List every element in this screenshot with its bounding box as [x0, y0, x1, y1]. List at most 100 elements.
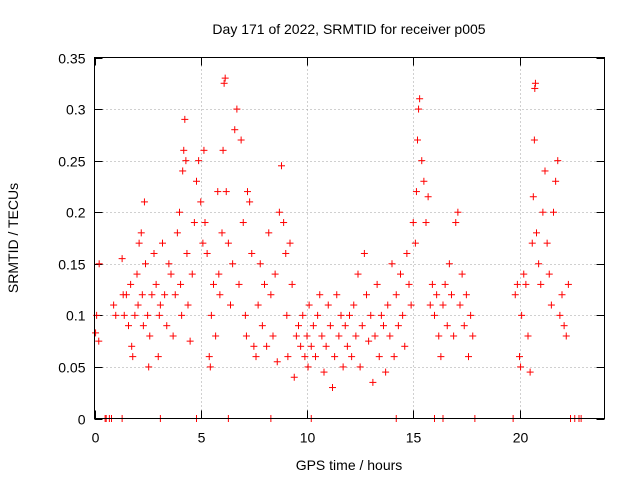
data-point — [250, 342, 258, 350]
data-point — [182, 157, 190, 165]
data-point — [263, 342, 271, 350]
data-point — [179, 167, 187, 175]
data-point — [469, 332, 477, 340]
x-tick-label: 10 — [300, 430, 316, 446]
data-point — [422, 219, 430, 227]
data-point — [95, 260, 103, 268]
data-point — [329, 384, 336, 392]
data-point — [297, 342, 305, 350]
data-point — [144, 311, 152, 319]
data-point — [454, 208, 462, 216]
data-point — [418, 157, 426, 165]
data-point — [458, 270, 466, 278]
data-point — [180, 146, 188, 154]
data-point — [122, 291, 130, 299]
data-point — [452, 219, 460, 227]
data-point — [258, 322, 266, 330]
data-point — [316, 291, 324, 299]
plot-frame — [94, 57, 605, 419]
data-point — [181, 115, 189, 123]
data-point — [433, 291, 441, 299]
data-point — [177, 280, 185, 288]
data-point — [216, 291, 224, 299]
data-point — [165, 260, 173, 268]
data-point — [529, 193, 537, 201]
y-tick-label: 0.2 — [66, 205, 86, 221]
data-point — [414, 136, 421, 144]
data-point — [129, 353, 137, 361]
data-point — [441, 280, 449, 288]
data-point — [169, 332, 177, 340]
data-point — [522, 280, 530, 288]
data-point — [350, 301, 358, 309]
data-point — [401, 342, 409, 350]
data-point — [200, 146, 208, 154]
data-point — [156, 301, 164, 309]
data-point — [346, 311, 353, 319]
data-point — [212, 332, 220, 340]
data-point — [171, 291, 179, 299]
data-point — [309, 322, 317, 330]
data-point — [520, 270, 528, 278]
data-point — [371, 332, 379, 340]
data-point — [547, 301, 555, 309]
x-axis-label: GPS time / hours — [296, 457, 403, 473]
data-point — [354, 270, 362, 278]
data-point — [397, 270, 404, 278]
data-point — [558, 291, 566, 299]
data-point — [139, 322, 147, 330]
data-point — [235, 280, 243, 288]
data-point — [203, 249, 211, 257]
data-point — [431, 311, 438, 319]
data-point — [363, 291, 370, 299]
data-point — [284, 353, 292, 361]
data-point — [110, 301, 118, 309]
data-point — [324, 301, 332, 309]
data-point — [290, 373, 298, 381]
data-point — [343, 342, 351, 350]
x-tick-label: 5 — [198, 430, 206, 446]
x-tick-label: 15 — [406, 430, 422, 446]
data-point — [348, 353, 356, 361]
data-point — [237, 136, 245, 144]
data-point — [516, 353, 523, 361]
data-point — [331, 353, 339, 361]
data-point — [439, 301, 447, 309]
data-point — [537, 280, 545, 288]
data-point — [265, 229, 273, 237]
data-point — [341, 322, 349, 330]
data-point — [375, 353, 383, 361]
data-point — [543, 239, 551, 247]
y-tick-label: 0.3 — [66, 102, 86, 118]
x-tick-label: 0 — [92, 430, 100, 446]
data-point — [556, 311, 564, 319]
data-point — [210, 280, 217, 288]
data-point — [304, 363, 312, 371]
data-point — [221, 74, 229, 82]
data-point — [135, 239, 143, 247]
y-tick-label: 0.35 — [58, 51, 85, 67]
data-point — [312, 353, 319, 361]
data-point — [420, 177, 428, 185]
data-point — [195, 157, 203, 165]
data-point — [134, 301, 142, 309]
data-point — [356, 363, 364, 371]
data-point — [384, 301, 392, 309]
axis-ticks: 0 0.05 0.1 0.15 0.2 0.25 0.3 0.35 0 5 10 15 20 — [58, 51, 605, 446]
data-point — [254, 301, 262, 309]
data-point — [188, 270, 196, 278]
data-point — [178, 311, 186, 319]
data-point — [535, 260, 543, 268]
data-point — [460, 322, 468, 330]
data-point — [118, 255, 126, 263]
data-point — [215, 270, 223, 278]
data-point — [125, 322, 132, 330]
data-point — [282, 249, 290, 257]
data-point — [92, 329, 100, 337]
data-point — [518, 311, 526, 319]
data-point — [242, 332, 250, 340]
data-point — [241, 311, 249, 319]
y-tick-label: 0 — [78, 412, 86, 428]
data-point — [112, 311, 120, 319]
